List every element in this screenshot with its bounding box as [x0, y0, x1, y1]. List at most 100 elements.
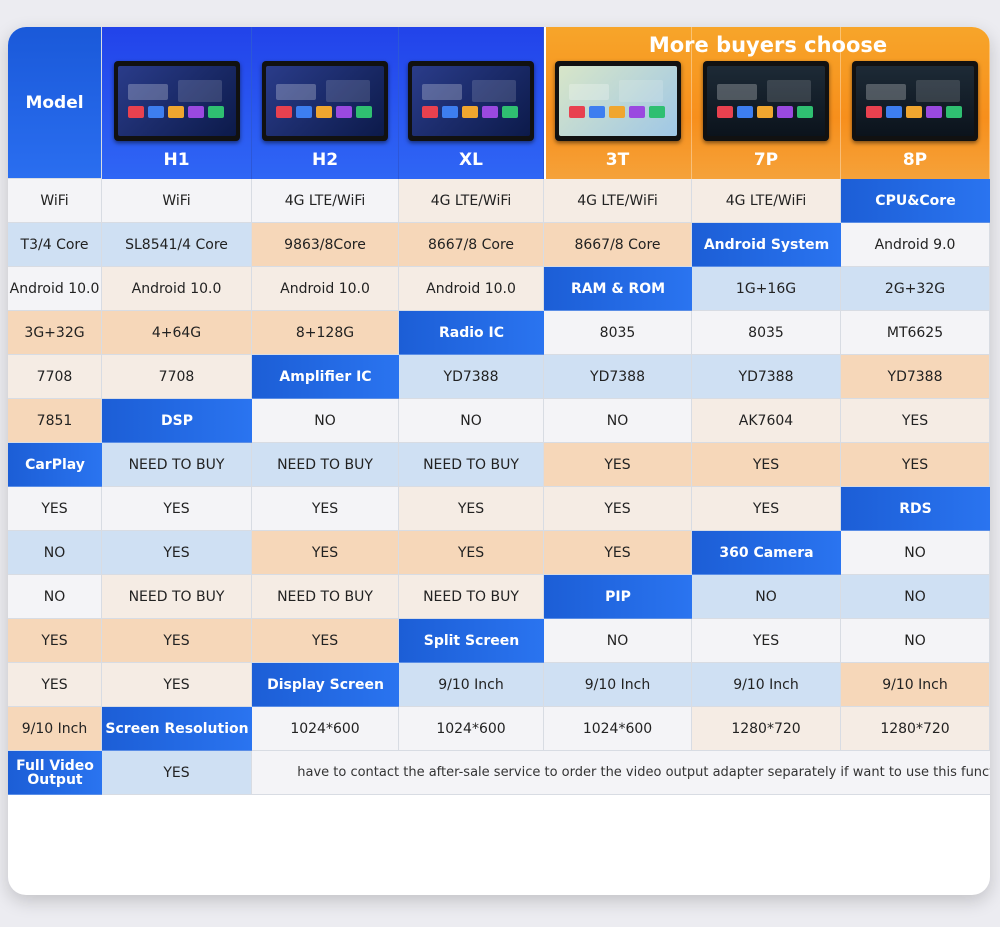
row-label: Display Screen: [252, 663, 399, 707]
row-label: RAM & ROM: [544, 267, 692, 311]
spec-cell: YES: [252, 531, 399, 575]
spec-cell: 9/10 Inch: [399, 663, 544, 707]
spec-cell: NEED TO BUY: [252, 575, 399, 619]
spec-cell: YES: [102, 487, 252, 531]
row-label: Amplifier IC: [252, 355, 399, 399]
spec-cell: YD7388: [399, 355, 544, 399]
model-column-header: H2: [252, 27, 399, 179]
spec-cell: NEED TO BUY: [399, 575, 544, 619]
spec-cell: NEED TO BUY: [102, 575, 252, 619]
spec-cell: YES: [544, 487, 692, 531]
spec-cell: 1024*600: [252, 707, 399, 751]
head-unit-image: [408, 61, 534, 141]
spec-cell: YES: [102, 751, 252, 795]
spec-cell: 9/10 Inch: [544, 663, 692, 707]
spec-cell: 7851: [8, 399, 102, 443]
model-column-header: 3T: [544, 27, 692, 179]
spec-cell: YES: [692, 443, 841, 487]
spec-cell: 8+128G: [252, 311, 399, 355]
row-label: CarPlay: [8, 443, 102, 487]
spec-cell: YD7388: [544, 355, 692, 399]
spec-cell: AK7604: [692, 399, 841, 443]
spec-cell: 9/10 Inch: [8, 707, 102, 751]
comparison-card: More buyers choose Model H1H2XL3T7P8PInt…: [8, 27, 990, 895]
head-unit-image: [554, 61, 681, 141]
spec-cell: Android 9.0: [841, 223, 990, 267]
spec-cell: 1024*600: [399, 707, 544, 751]
model-name: XL: [459, 150, 483, 170]
spec-cell: YES: [8, 487, 102, 531]
model-column-header: 8P: [841, 27, 990, 179]
spec-cell: 8667/8 Core: [399, 223, 544, 267]
spec-cell: NO: [544, 399, 692, 443]
comparison-table: Model H1H2XL3T7P8PInternetWiFiWiFi4G LTE…: [8, 27, 990, 895]
spec-cell: SL8541/4 Core: [102, 223, 252, 267]
more-buyers-banner: More buyers choose: [648, 33, 888, 57]
spec-cell: T3/4 Core: [8, 223, 102, 267]
spec-cell: Android 10.0: [399, 267, 544, 311]
spec-cell: NO: [692, 575, 841, 619]
spec-cell: YES: [102, 663, 252, 707]
spec-cell: MT6625: [841, 311, 990, 355]
spec-cell: YES: [399, 531, 544, 575]
spec-cell: YES: [8, 663, 102, 707]
head-unit-image: [852, 61, 978, 141]
spec-cell: 4G LTE/WiFi: [252, 179, 399, 223]
row-label: Split Screen: [399, 619, 544, 663]
spec-cell: NEED TO BUY: [102, 443, 252, 487]
spec-cell: 8667/8 Core: [544, 223, 692, 267]
model-column-header: H1: [102, 27, 252, 179]
spec-cell: NO: [399, 399, 544, 443]
model-name: H2: [311, 150, 339, 170]
model-label: Model: [8, 27, 102, 179]
row-label: 360 Camera: [692, 531, 841, 575]
row-label: Screen Resolution: [102, 707, 252, 751]
spec-cell: Android 10.0: [8, 267, 102, 311]
row-label: RDS: [841, 487, 990, 531]
head-unit-image: [262, 61, 388, 141]
spec-cell: 4G LTE/WiFi: [544, 179, 692, 223]
spec-cell: YD7388: [841, 355, 990, 399]
model-name: 3T: [605, 150, 630, 170]
head-unit-image: [113, 61, 240, 141]
spec-cell: YES: [841, 443, 990, 487]
spec-cell: NO: [8, 575, 102, 619]
head-unit-image: [703, 61, 829, 141]
row-label: Android System: [692, 223, 841, 267]
spec-cell: 1280*720: [692, 707, 841, 751]
spec-cell: NO: [252, 399, 399, 443]
spec-cell: WiFi: [102, 179, 252, 223]
spec-cell: 8035: [692, 311, 841, 355]
spec-cell: NEED TO BUY: [252, 443, 399, 487]
spec-cell: NO: [841, 531, 990, 575]
spec-cell: 9/10 Inch: [692, 663, 841, 707]
spec-cell: YES: [544, 443, 692, 487]
spec-cell: 1024*600: [544, 707, 692, 751]
spec-cell: YES: [102, 531, 252, 575]
video-output-note: have to contact the after-sale service t…: [252, 751, 990, 795]
spec-cell: 1280*720: [841, 707, 990, 751]
spec-cell: NO: [8, 531, 102, 575]
model-column-header: 7P: [692, 27, 841, 179]
spec-cell: 9/10 Inch: [841, 663, 990, 707]
spec-cell: 9863/8Core: [252, 223, 399, 267]
row-label: Full Video Output: [8, 751, 102, 795]
spec-cell: YES: [102, 619, 252, 663]
spec-cell: Android 10.0: [102, 267, 252, 311]
spec-cell: YES: [692, 619, 841, 663]
spec-cell: NO: [841, 619, 990, 663]
spec-cell: YES: [544, 531, 692, 575]
spec-cell: YES: [252, 487, 399, 531]
spec-cell: 4G LTE/WiFi: [692, 179, 841, 223]
spec-cell: 4G LTE/WiFi: [399, 179, 544, 223]
spec-cell: 7708: [102, 355, 252, 399]
row-label: Radio IC: [399, 311, 544, 355]
spec-cell: NO: [544, 619, 692, 663]
spec-cell: YES: [8, 619, 102, 663]
spec-cell: 8035: [544, 311, 692, 355]
model-name: 8P: [902, 150, 928, 170]
spec-cell: 4+64G: [102, 311, 252, 355]
spec-cell: 3G+32G: [8, 311, 102, 355]
spec-cell: Android 10.0: [252, 267, 399, 311]
spec-cell: WiFi: [8, 179, 102, 223]
